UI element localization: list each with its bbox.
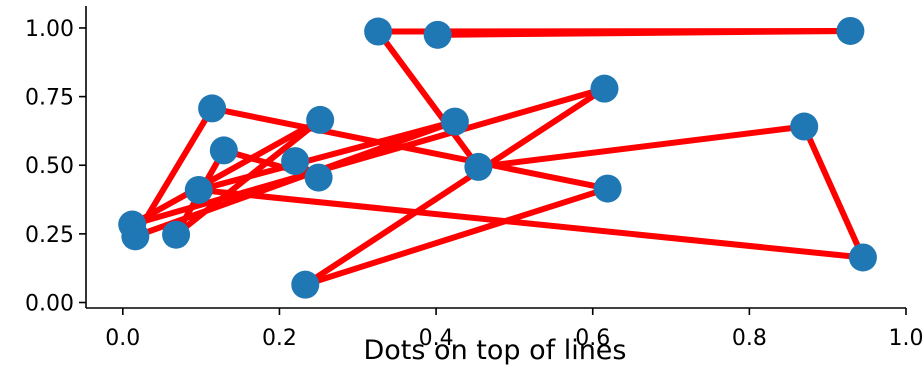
data-point — [291, 270, 320, 299]
data-point — [118, 210, 147, 239]
x-tick-label: 0.4 — [419, 326, 454, 351]
data-point — [162, 220, 191, 249]
connecting-line-segment — [211, 105, 609, 192]
x-axis-label: Dots on top of lines — [364, 335, 627, 365]
data-point — [364, 17, 393, 46]
connecting-line-segment — [131, 85, 606, 228]
connecting-line-segment — [130, 117, 322, 228]
data-point — [593, 174, 622, 203]
x-tick-label: 1.0 — [889, 326, 922, 351]
connecting-line-segment — [304, 185, 609, 288]
data-point — [590, 74, 619, 103]
data-point — [790, 112, 819, 141]
data-point — [836, 16, 865, 45]
data-point — [198, 94, 227, 123]
connecting-line-segment — [375, 29, 481, 169]
data-point — [209, 136, 238, 165]
y-tick-label: 0.25 — [25, 223, 74, 248]
data-point — [440, 107, 469, 136]
data-point-layer — [118, 16, 877, 299]
y-tick-label: 1.00 — [25, 17, 74, 42]
x-tick-label: 0.0 — [105, 326, 140, 351]
data-point — [306, 105, 335, 134]
connecting-line-segment — [378, 27, 851, 35]
connecting-line-segment — [174, 117, 323, 238]
data-point — [423, 20, 452, 49]
data-point — [304, 163, 333, 192]
y-tick-label: 0.00 — [25, 292, 74, 317]
axes: 0.00 0.25 0.50 0.75 1.00 0.0 0.2 0.4 0.6 0.8 1.0 — [25, 6, 922, 351]
data-point — [184, 175, 213, 204]
x-tick-label: 0.8 — [732, 326, 767, 351]
data-point — [848, 243, 877, 272]
connecting-line-segment — [198, 186, 864, 261]
connecting-line-segment — [478, 123, 805, 170]
y-tick-label: 0.75 — [25, 86, 74, 111]
x-tick-label: 0.6 — [575, 326, 610, 351]
connecting-line-layer — [130, 27, 866, 288]
connecting-line-segment — [198, 118, 456, 193]
connecting-line-segment — [223, 147, 320, 181]
x-tick-label: 0.2 — [262, 326, 297, 351]
data-point — [464, 152, 493, 181]
data-point — [281, 147, 310, 176]
connecting-line-segment — [801, 125, 866, 259]
connecting-line-segment — [303, 86, 607, 288]
y-tick-label: 0.50 — [25, 154, 74, 179]
